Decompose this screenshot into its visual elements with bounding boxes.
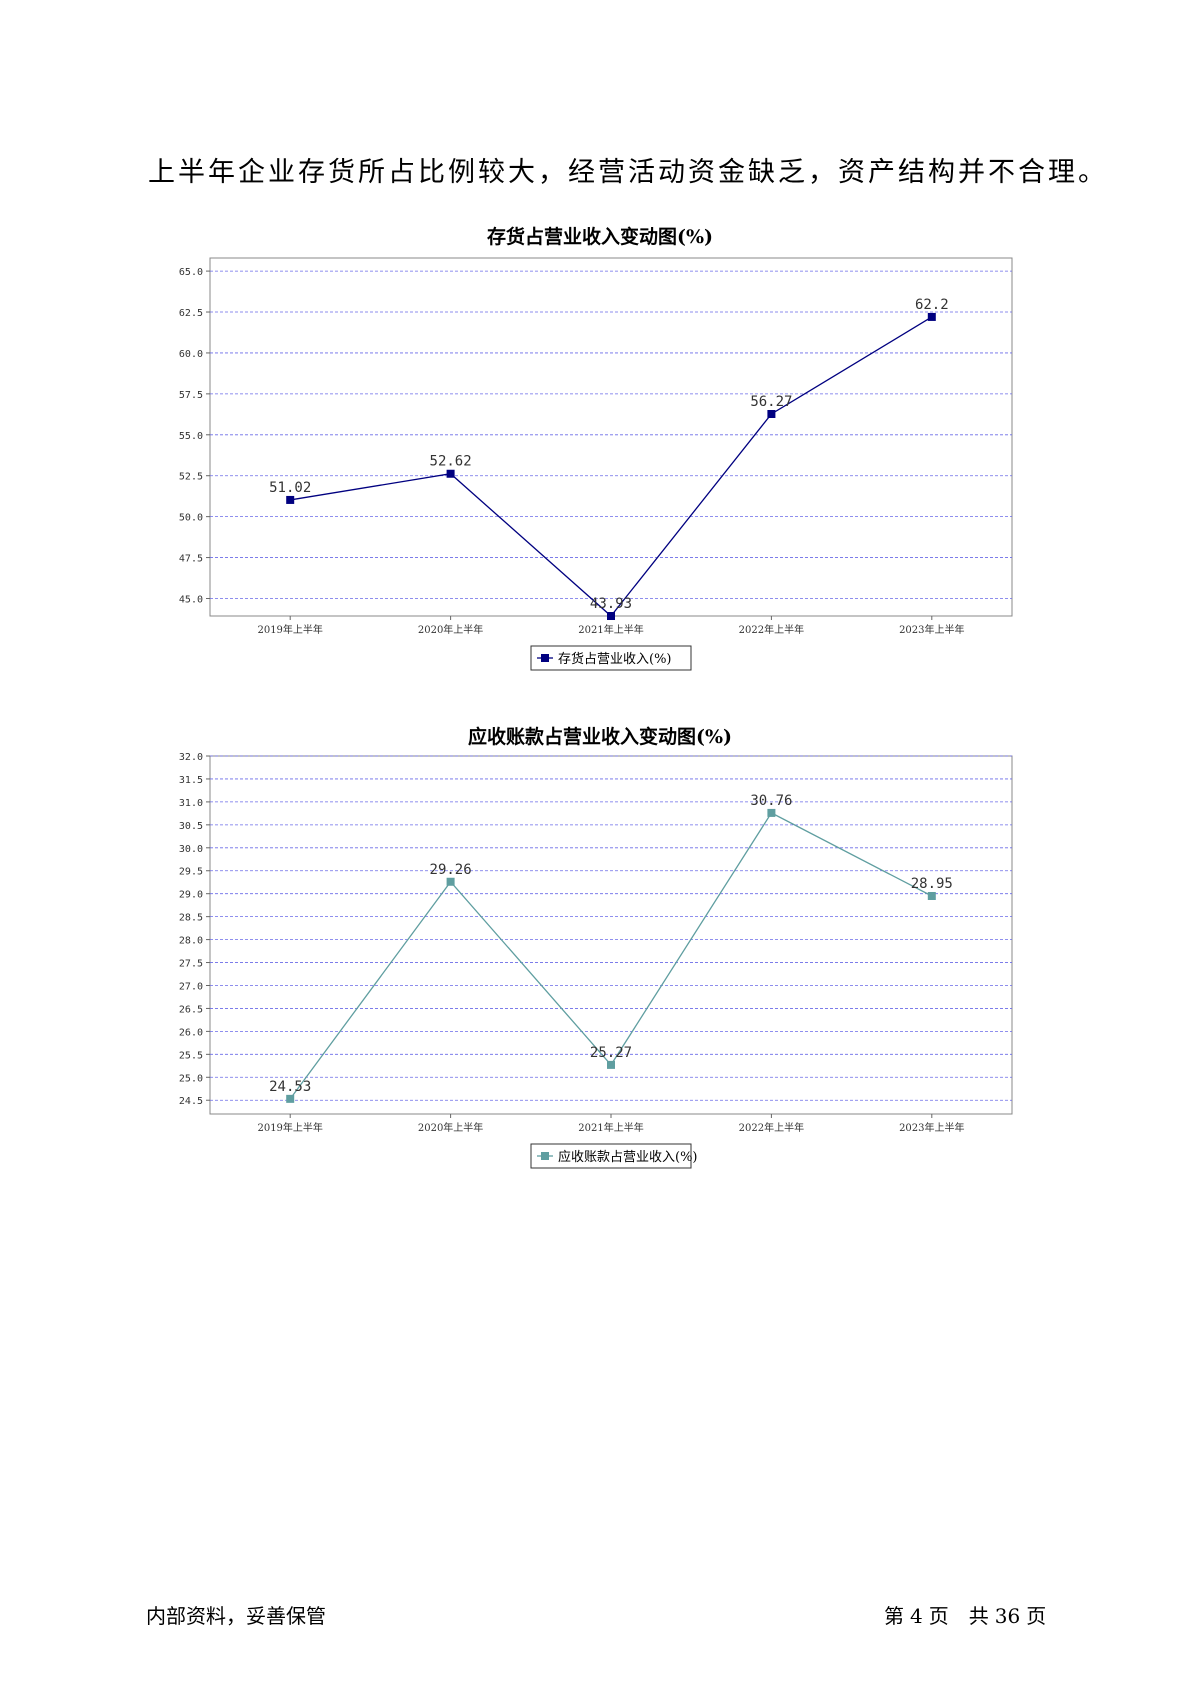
data-point [927, 312, 936, 321]
inventory-chart-title: 存货占营业收入变动图(%) [486, 226, 714, 248]
legend-label: 存货占营业收入(%) [558, 651, 672, 667]
data-label: 30.76 [750, 793, 792, 809]
plot-area [209, 257, 1013, 617]
x-tick-label: 2020年上半年 [418, 623, 483, 636]
y-tick-label: 28.0 [179, 936, 203, 947]
x-tick-label: 2019年上半年 [257, 1121, 322, 1134]
total-pages: 36 [994, 1604, 1021, 1628]
intro-paragraph: 上半年企业存货所占比例较大，经营活动资金缺乏，资产结构并不合理。 [148, 157, 1108, 188]
y-tick-label: 52.5 [179, 472, 203, 483]
page-number: 4 [910, 1604, 923, 1628]
page-label-prefix: 第 [884, 1604, 904, 1628]
data-label: 51.02 [269, 480, 311, 496]
y-tick-label: 45.0 [179, 594, 203, 605]
y-tick-label: 24.5 [179, 1096, 203, 1107]
y-tick-label: 60.0 [179, 349, 203, 360]
x-tick-label: 2021年上半年 [578, 1121, 643, 1134]
total-suffix: 页 [1026, 1604, 1047, 1628]
legend-marker [541, 654, 549, 662]
data-point [446, 877, 455, 886]
data-label: 62.2 [915, 297, 949, 313]
y-tick-label: 29.0 [179, 890, 203, 901]
x-tick-label: 2023年上半年 [899, 1121, 964, 1134]
y-tick-label: 55.0 [179, 431, 203, 442]
y-tick-label: 26.0 [179, 1027, 203, 1038]
y-tick-label: 27.5 [179, 959, 203, 970]
inventory-chart: 45.0 47.5 50.0 52.5 55.0 57.5 60.0 62.5 65.0 2019… [179, 257, 1013, 671]
data-label: 43.93 [590, 596, 632, 612]
data-point [286, 1094, 295, 1103]
data-point [607, 612, 615, 620]
footer-page-info: 第 4 页共 36 页 [884, 1600, 1052, 1629]
data-label: 28.95 [911, 876, 953, 892]
data-label: 24.53 [269, 1079, 311, 1095]
inventory-chart-block: 存货占营业收入变动图(%) 45.0 47.5 50.0 52.5 55.0 57.5 60… [150, 222, 1050, 672]
x-tick-label: 2019年上半年 [257, 623, 322, 636]
total-prefix: 共 [968, 1604, 989, 1628]
receivables-chart: 24.5 25.0 25.5 26.0 26.5 27.0 27.5 28.0 28.5 29.0… [179, 752, 1013, 1169]
y-tick-label: 27.0 [179, 981, 203, 992]
receivables-chart-block: 应收账款占营业收入变动图(%) 24.5 25.0 25.5 26.0 26.5 27.0… [150, 722, 1050, 1172]
data-label: 29.26 [430, 862, 472, 878]
y-tick-label: 26.5 [179, 1004, 203, 1015]
y-tick-label: 25.0 [179, 1073, 203, 1084]
y-tick-label: 31.0 [179, 798, 203, 809]
legend-marker [541, 1152, 549, 1160]
legend-label: 应收账款占营业收入(%) [558, 1149, 698, 1165]
y-tick-label: 57.5 [179, 390, 203, 401]
y-tick-label: 30.5 [179, 821, 203, 832]
x-tick-label: 2022年上半年 [739, 623, 804, 636]
legend-box [530, 645, 692, 671]
y-tick-label: 62.5 [179, 308, 203, 319]
y-tick-label: 31.5 [179, 775, 203, 786]
data-point [767, 808, 776, 817]
page-label-suffix: 页 [928, 1604, 949, 1628]
y-tick-label: 29.5 [179, 867, 203, 878]
y-tick-label: 25.5 [179, 1050, 203, 1061]
data-label: 56.27 [750, 394, 792, 410]
data-point [446, 469, 455, 478]
data-label: 52.62 [430, 454, 472, 470]
x-tick-label: 2020年上半年 [418, 1121, 483, 1134]
y-tick-label: 65.0 [179, 267, 203, 278]
data-label: 25.27 [590, 1045, 632, 1061]
data-point [607, 1060, 615, 1069]
legend-box [530, 1143, 692, 1169]
data-point [767, 410, 776, 419]
x-tick-label: 2023年上半年 [899, 623, 964, 636]
receivables-chart-title: 应收账款占营业收入变动图(%) [467, 726, 733, 748]
y-tick-label: 30.0 [179, 844, 203, 855]
footer-confidential-note: 内部资料，妥善保管 [146, 1604, 326, 1628]
y-tick-label: 28.5 [179, 913, 203, 924]
y-tick-label: 47.5 [179, 554, 203, 565]
x-tick-label: 2022年上半年 [739, 1121, 804, 1134]
data-point [927, 891, 936, 900]
y-tick-label: 50.0 [179, 513, 203, 524]
y-tick-label: 32.0 [179, 752, 203, 763]
data-point [286, 495, 295, 504]
x-tick-label: 2021年上半年 [578, 623, 643, 636]
